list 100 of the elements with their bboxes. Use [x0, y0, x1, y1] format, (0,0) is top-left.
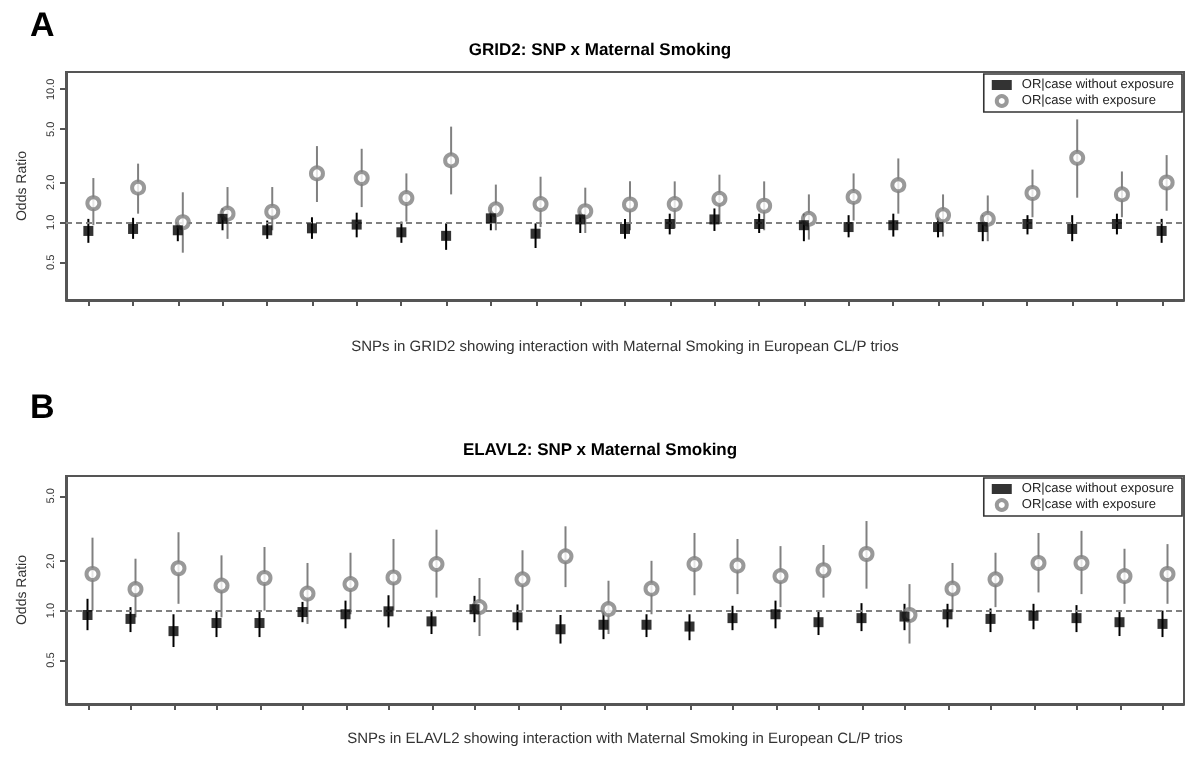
- point: [1024, 184, 1041, 201]
- point: [555, 624, 566, 635]
- point: [514, 571, 531, 588]
- point: [641, 619, 652, 630]
- point: [598, 619, 609, 630]
- point: [935, 207, 952, 224]
- point: [262, 225, 273, 236]
- point: [944, 580, 961, 597]
- point: [727, 613, 738, 624]
- point: [843, 222, 854, 233]
- point: [933, 222, 944, 233]
- point: [856, 613, 867, 624]
- point: [428, 556, 445, 573]
- point: [1067, 223, 1078, 234]
- point: [264, 203, 281, 220]
- point: [1158, 174, 1175, 191]
- point: [1113, 186, 1130, 203]
- point: [858, 546, 875, 563]
- point: [383, 606, 394, 617]
- point: [772, 568, 789, 585]
- point: [890, 177, 907, 194]
- point: [1073, 554, 1090, 571]
- point: [754, 219, 765, 229]
- point: [664, 219, 675, 229]
- text: A: [30, 6, 55, 44]
- point: [643, 580, 660, 597]
- point: [299, 585, 316, 602]
- point: [306, 223, 317, 234]
- point: [1159, 566, 1176, 583]
- point: [340, 609, 351, 620]
- point: [979, 210, 996, 227]
- point: [770, 609, 781, 620]
- point: [443, 152, 460, 169]
- point: [815, 562, 832, 579]
- point: [85, 195, 102, 212]
- point: [83, 225, 94, 236]
- point: [254, 618, 265, 629]
- point: [1022, 219, 1033, 229]
- point: [666, 196, 683, 213]
- point: [532, 196, 549, 213]
- point: [487, 201, 504, 218]
- point: [174, 214, 191, 231]
- point: [128, 223, 139, 234]
- point: [557, 548, 574, 565]
- point: [385, 569, 402, 586]
- point: [308, 165, 325, 182]
- point: [1030, 554, 1047, 571]
- point: [217, 213, 228, 224]
- point: [353, 170, 370, 187]
- point: [172, 225, 183, 236]
- point: [398, 190, 415, 207]
- point: [899, 611, 910, 622]
- point: [469, 604, 480, 615]
- point: [256, 569, 273, 586]
- point: [530, 228, 541, 239]
- point: [686, 556, 703, 573]
- point: [977, 222, 988, 233]
- point: [942, 609, 953, 620]
- point: [985, 613, 996, 624]
- point: [441, 230, 452, 241]
- point: [351, 219, 362, 230]
- point: [211, 618, 222, 629]
- point: [729, 557, 746, 574]
- point: [711, 190, 728, 207]
- point: [1114, 617, 1125, 628]
- point: [170, 560, 187, 577]
- point: [709, 214, 720, 225]
- point: [130, 179, 147, 196]
- point: [813, 617, 824, 628]
- point: [888, 220, 899, 231]
- point: [575, 214, 586, 225]
- point: [297, 607, 308, 618]
- point: [1157, 618, 1168, 629]
- point: [127, 581, 144, 598]
- point: [168, 626, 179, 637]
- point: [1069, 149, 1086, 166]
- point: [622, 196, 638, 213]
- point: [756, 197, 773, 214]
- text: B: [30, 388, 55, 426]
- point: [1071, 613, 1082, 624]
- point: [512, 612, 523, 623]
- point: [1116, 568, 1133, 585]
- point: [485, 213, 496, 224]
- point: [426, 616, 437, 627]
- point: [577, 203, 594, 220]
- point: [1156, 225, 1167, 236]
- point: [600, 601, 617, 618]
- point: [396, 227, 407, 238]
- point: [342, 576, 359, 593]
- chart-title: GRID2: SNP x Maternal Smoking: [468, 39, 732, 59]
- point: [213, 577, 230, 594]
- chart-title: ELAVL2: SNP x Maternal Smoking: [462, 439, 738, 459]
- point: [1028, 610, 1039, 621]
- point: [84, 566, 101, 583]
- point: [987, 571, 1004, 588]
- point: [798, 220, 809, 231]
- point: [1111, 219, 1122, 229]
- point: [684, 621, 695, 632]
- point: [82, 610, 93, 621]
- point: [845, 188, 862, 205]
